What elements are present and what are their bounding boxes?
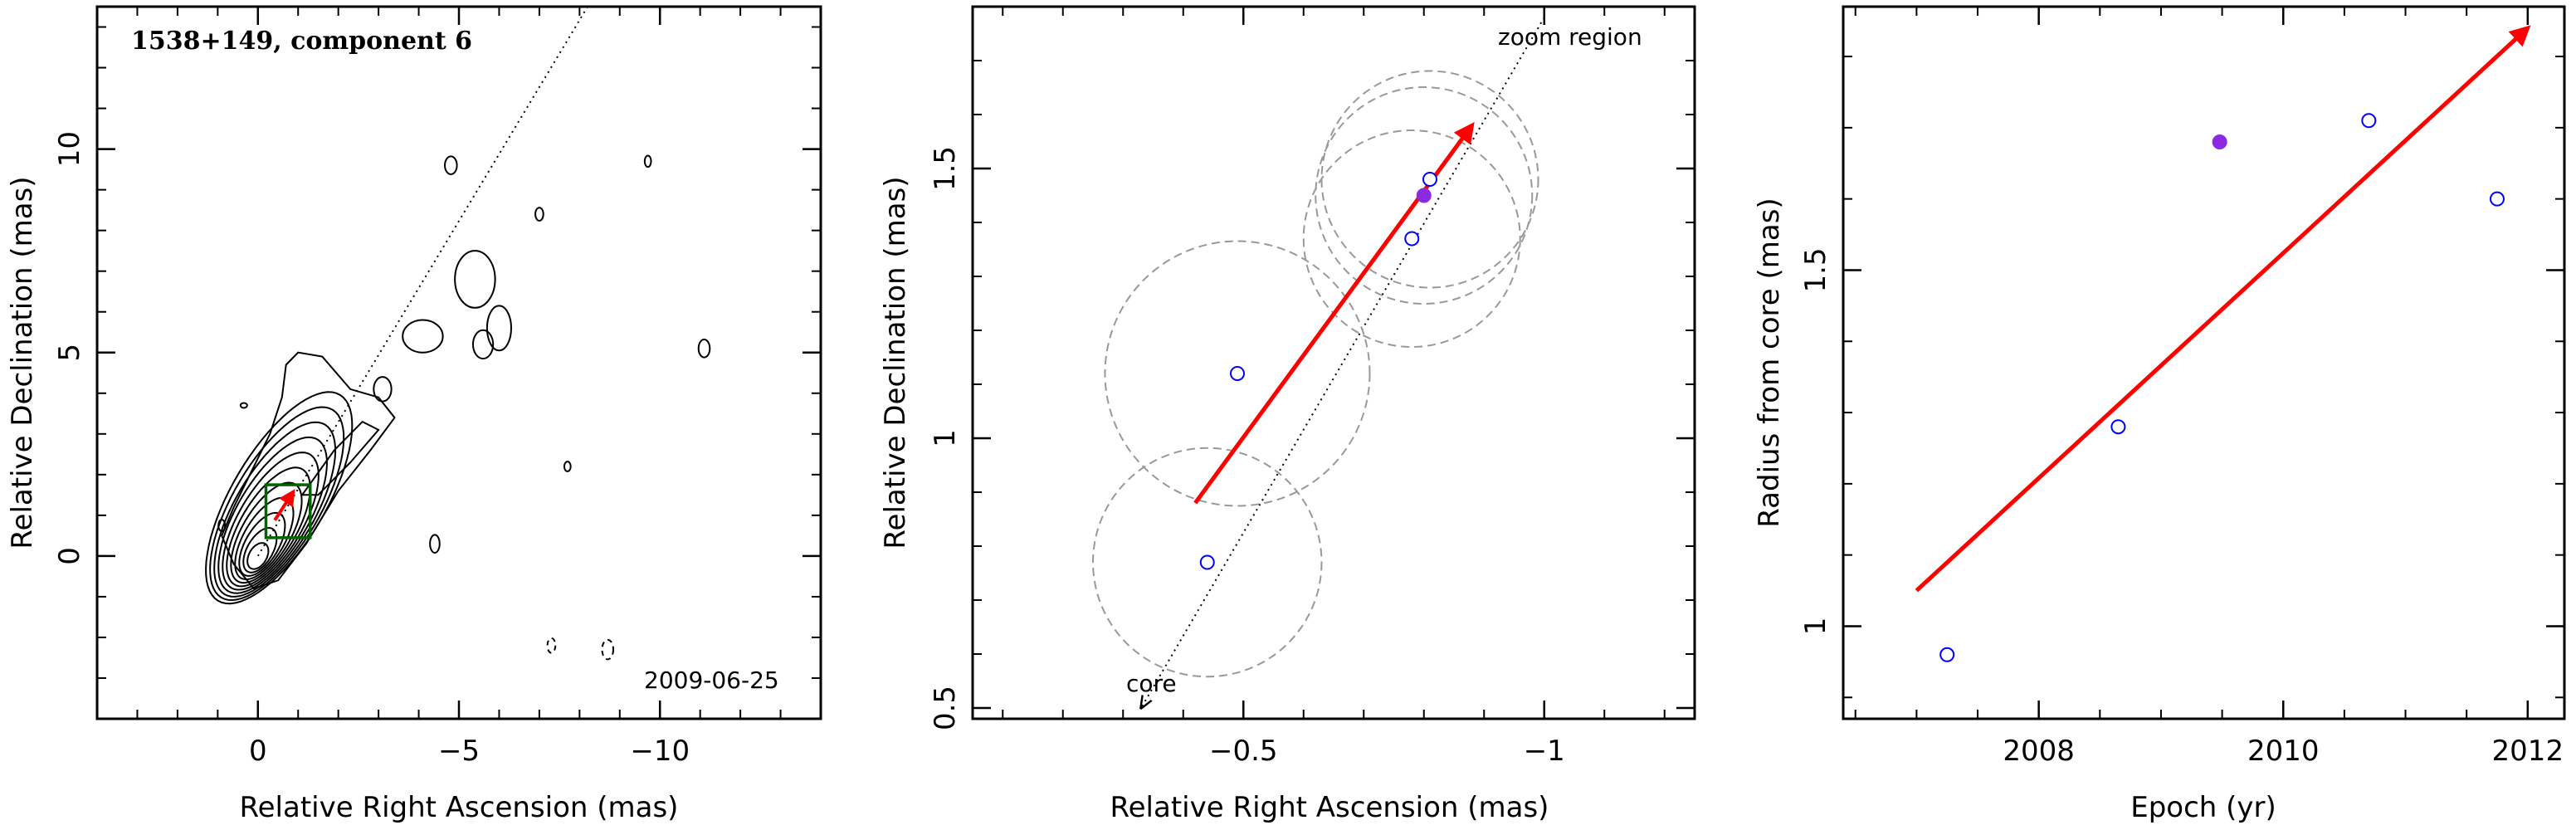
map-y-tick-label: 5: [53, 344, 86, 362]
map-title: 1538+149, component 6: [131, 27, 472, 56]
contour-island: [563, 461, 572, 472]
position-marker: [1404, 231, 1420, 247]
contour-island: [239, 402, 248, 409]
zoom-y-tick-label: 0.5: [929, 686, 962, 730]
position-marker: [1422, 172, 1437, 187]
contour-island: [471, 329, 495, 360]
radius-y-tick-label: 1: [1799, 618, 1832, 636]
position-marker: [1199, 554, 1215, 570]
map-overlays: [256, 7, 588, 557]
contour-island: [601, 638, 615, 661]
zoom-y-tick-label: 1: [929, 429, 962, 447]
radius-y-axis-title: Radius from core (mas): [1753, 198, 1786, 527]
zoom-y-tick-label: 1.5: [929, 146, 962, 191]
contour-island: [697, 339, 711, 359]
core-direction-line: [1141, 17, 1545, 708]
jet-outer-contour: [221, 351, 396, 590]
map-axes: 0 −5 −10 0 5 10: [53, 7, 822, 768]
radius-panel: 2008 2010 2012 1 1.5 Epoch (yr) Radius from …: [1753, 5, 2566, 824]
zoom-plot-frame: [971, 5, 1696, 720]
zoom-content: [1092, 17, 1545, 708]
radius-x-tick-label: 2012: [2492, 735, 2564, 768]
radius-y-tick-label: 1.5: [1799, 247, 1832, 292]
contour-island: [643, 154, 652, 168]
zoom-panel: −0.5 −1 0.5 1 1.5 zoom region core Relative …: [879, 5, 1696, 824]
contour-level: [230, 481, 303, 584]
filled-position-marker: [1416, 188, 1432, 203]
map-y-tick-label: 0: [53, 547, 86, 565]
contour-level: [222, 452, 320, 591]
radius-marker: [2361, 113, 2377, 129]
map-motion-arrow: [273, 489, 295, 521]
radius-x-tick-label: 2008: [2003, 735, 2075, 768]
error-circle: [1302, 129, 1521, 348]
map-plot-frame: [95, 5, 822, 720]
map-x-tick-label: −5: [438, 735, 480, 768]
contour-island: [546, 637, 557, 654]
fit-arrow: [1915, 25, 2531, 593]
zoom-x-tick-label: −1: [1524, 735, 1565, 768]
map-panel: 0 −5 −10 0 5 10 1538+149, component 6 2009-06…: [6, 5, 822, 824]
contour-island: [217, 519, 227, 533]
contour-level: [234, 496, 295, 581]
radius-plot-frame: [1842, 5, 2566, 720]
error-circle: [1092, 447, 1323, 678]
radius-marker: [2110, 419, 2126, 435]
map-date-label: 2009-06-25: [644, 666, 779, 694]
filled-radius-marker: [2212, 134, 2227, 150]
contour-island: [534, 207, 544, 222]
contour-island: [373, 376, 393, 403]
jet-inner-contour: [300, 420, 380, 496]
zoom-x-tick-label: −0.5: [1209, 735, 1278, 768]
contour-island: [429, 534, 441, 554]
error-circle: [1315, 86, 1534, 305]
map-x-tick-label: −10: [630, 735, 690, 768]
map-y-tick-label: 10: [53, 131, 86, 167]
radius-axes: 2008 2010 2012 1 1.5: [1799, 7, 2564, 768]
jet-direction-line: [256, 7, 588, 557]
radius-marker: [2489, 191, 2505, 207]
radius-x-tick-label: 2010: [2247, 735, 2320, 768]
radius-x-axis-title: Epoch (yr): [2130, 791, 2276, 824]
zoom-x-axis-title: Relative Right Ascension (mas): [1110, 791, 1549, 824]
contour-map: [205, 154, 711, 661]
error-circle: [1104, 240, 1371, 507]
contour-island: [444, 155, 458, 175]
contour-level: [242, 526, 278, 574]
radius-marker: [1939, 647, 1955, 662]
map-x-axis-title: Relative Right Ascension (mas): [240, 791, 679, 824]
contour-level: [246, 542, 270, 570]
contour-island: [402, 319, 444, 354]
zoom-y-axis-title: Relative Declination (mas): [879, 176, 912, 549]
contour-island: [485, 305, 512, 352]
contour-level: [217, 436, 329, 594]
zoom-axes: −0.5 −1 0.5 1 1.5: [929, 6, 1695, 768]
radius-content: [1915, 25, 2531, 662]
error-circle: [1320, 70, 1539, 289]
zoom-region-box: [264, 483, 312, 540]
map-y-axis-title: Relative Declination (mas): [6, 176, 39, 549]
position-marker: [1230, 366, 1245, 381]
core-label: core: [1126, 670, 1177, 697]
map-x-tick-label: 0: [249, 735, 267, 768]
contour-island: [454, 250, 496, 309]
zoom-region-label: zoom region: [1498, 23, 1642, 51]
